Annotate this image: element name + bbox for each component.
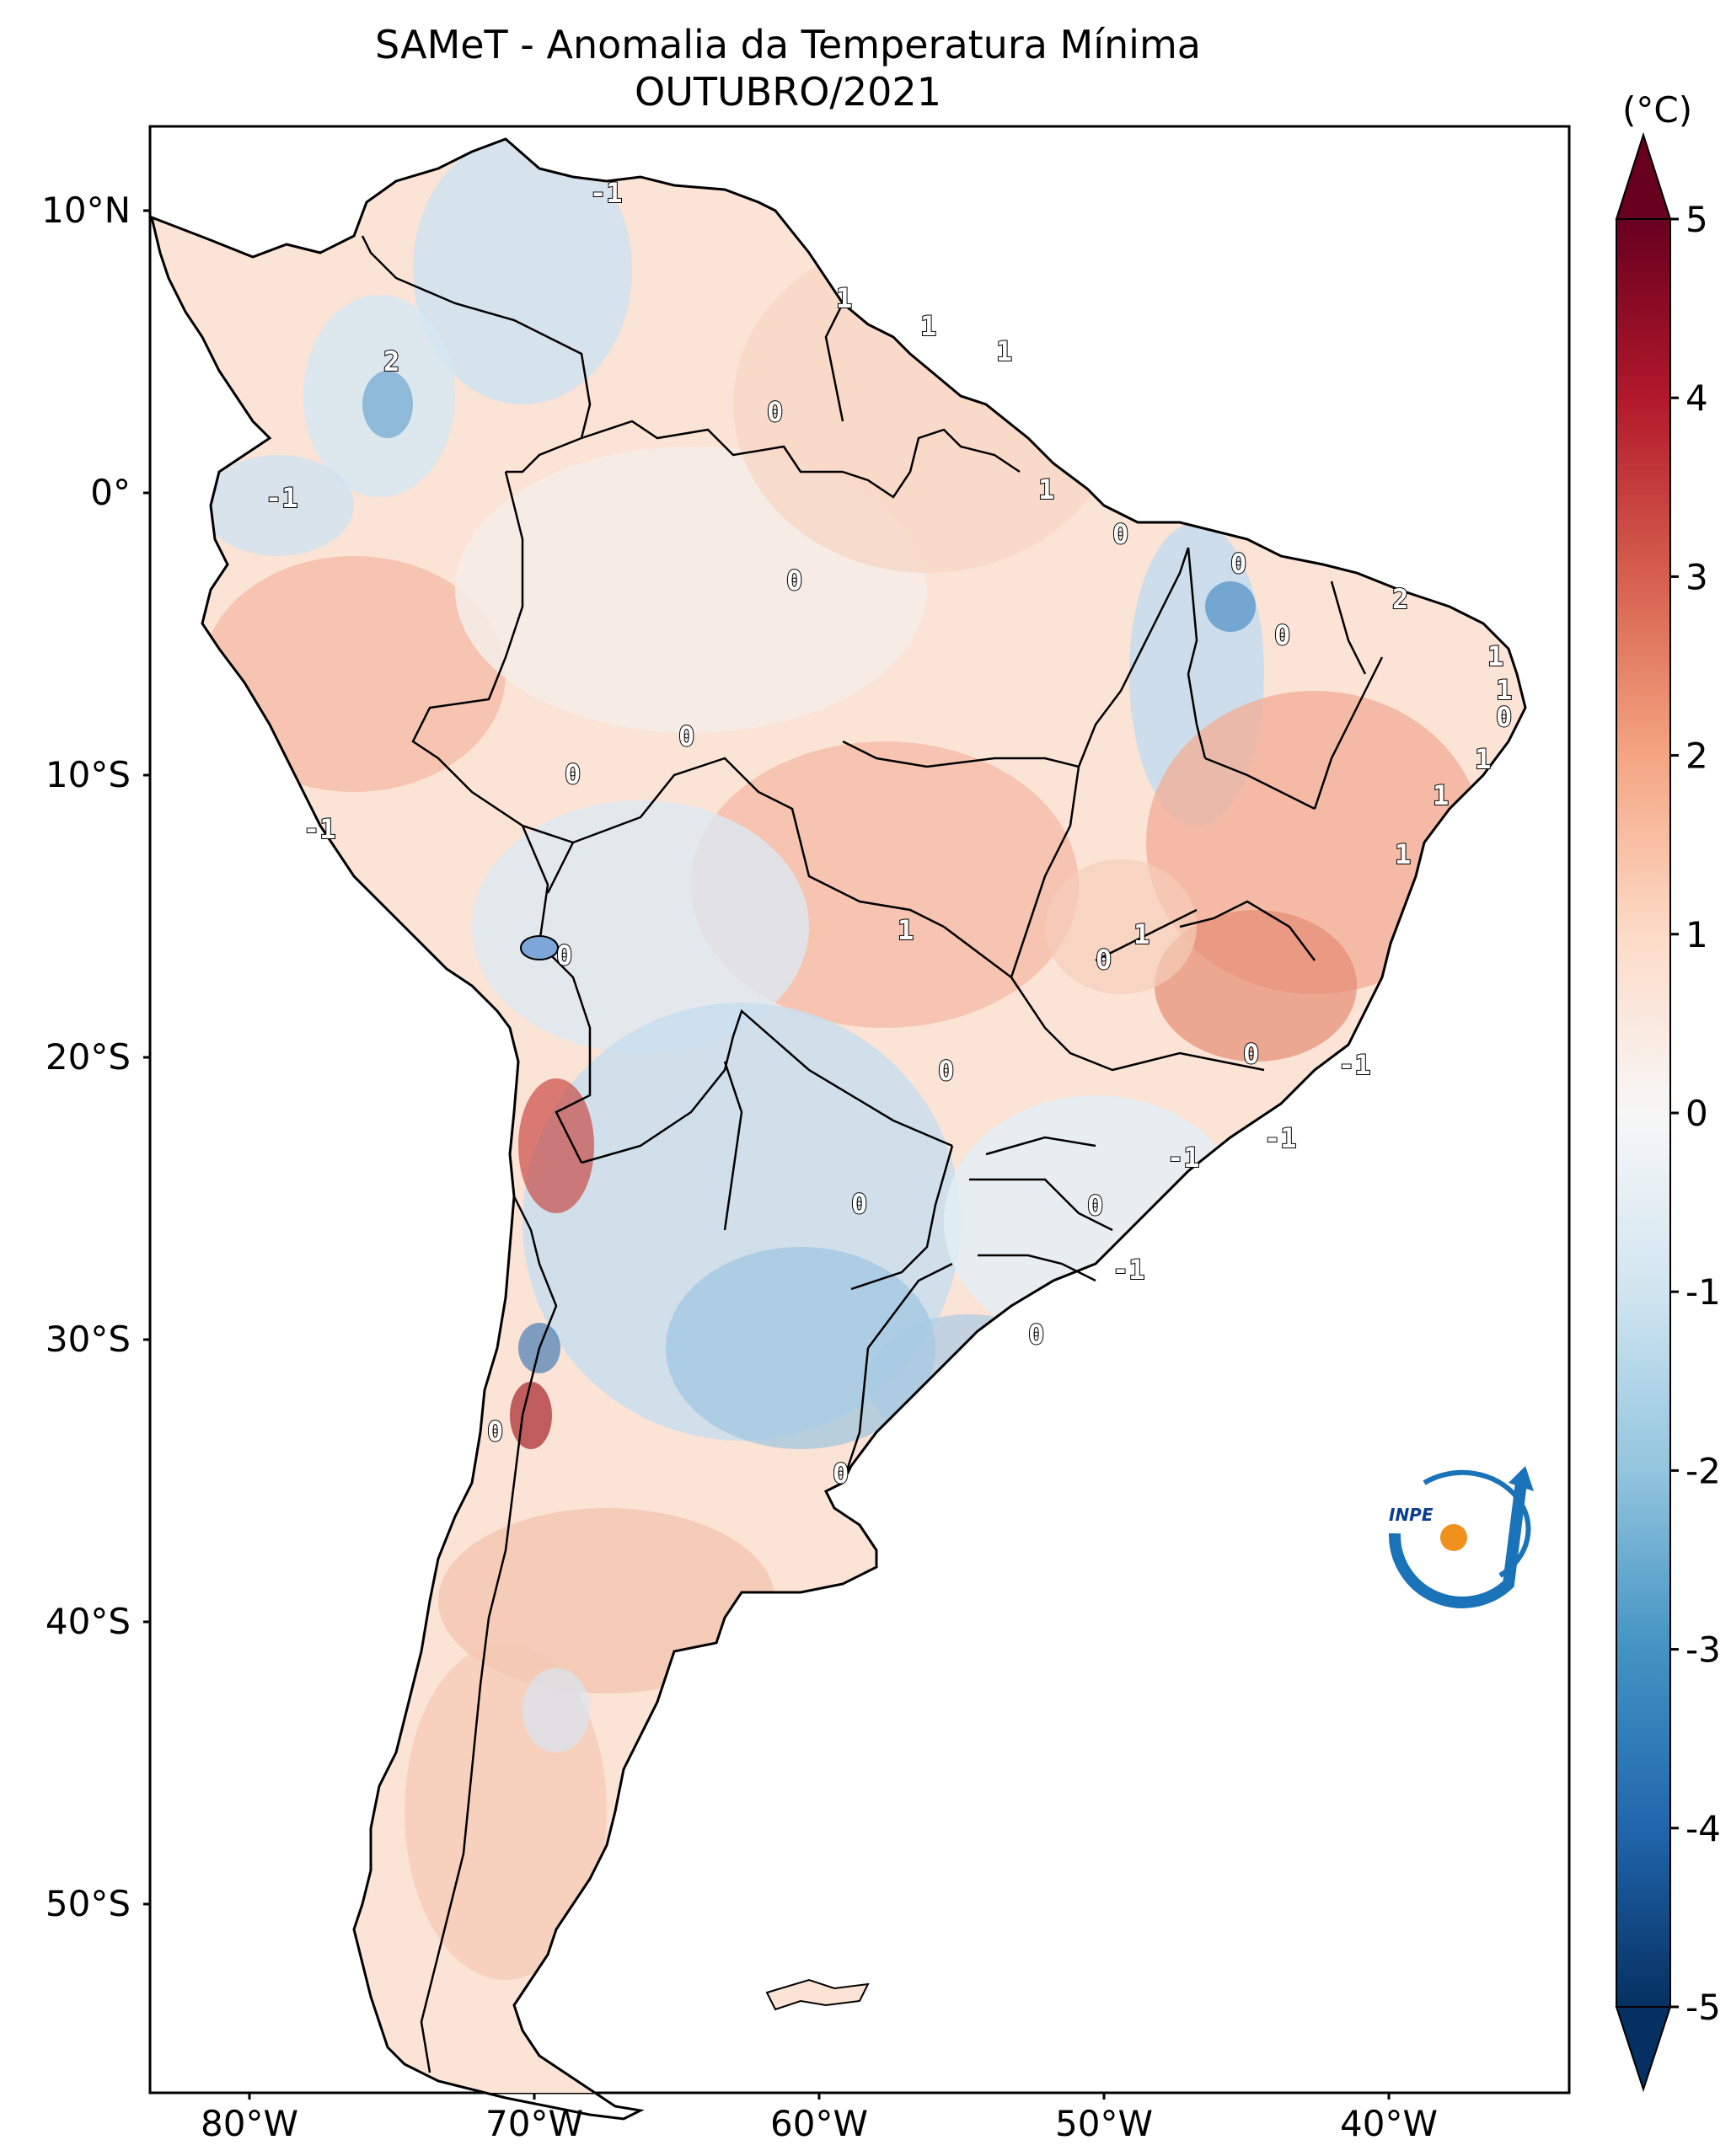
colorbar-tick-label: 3 (1685, 556, 1708, 597)
contour-label: 0 (767, 396, 783, 428)
contour-label: -1 (265, 482, 298, 514)
colorbar-scale (1616, 218, 1671, 2008)
x-tick-label: 70°W (485, 2103, 583, 2144)
x-axis: 80°W 70°W 60°W 50°W 40°W (201, 2093, 1438, 2144)
x-tick-label: 80°W (201, 2103, 298, 2144)
contour-label: -1 (303, 813, 336, 845)
logo-text: INPE (1389, 1505, 1434, 1525)
contour-label: 0 (678, 720, 694, 752)
contour-label: 2 (383, 345, 399, 377)
colorbar-tick-label: -3 (1685, 1629, 1721, 1671)
x-tick-label: 60°W (770, 2103, 868, 2144)
contour-label: 2 (1392, 583, 1408, 615)
contour-label: 0 (938, 1055, 954, 1087)
y-tick-label: 10°S (46, 754, 131, 795)
colorbar-max-arrow (1615, 131, 1672, 220)
map-subtitle: OUTUBRO/2021 (635, 69, 941, 115)
contour-label: 1 (996, 335, 1012, 367)
colorbar-tick-label: 5 (1685, 199, 1708, 240)
contour-label: -1 (1264, 1122, 1297, 1154)
colorbar-tick-label: 1 (1685, 914, 1708, 955)
y-axis: 10°N 0° 10°S 20°S 30°S 40°S 50°S (41, 190, 150, 1924)
colorbar-tick-label: 2 (1685, 736, 1708, 777)
contour-label: 0 (1112, 518, 1128, 550)
y-tick-label: 20°S (46, 1036, 131, 1078)
colorbar-tick-label: 4 (1685, 377, 1708, 419)
x-tick-label: 40°W (1340, 2103, 1438, 2144)
contour-label: 0 (1274, 619, 1290, 651)
y-tick-label: 50°S (46, 1883, 131, 1924)
colorbar-tick-label: -1 (1685, 1271, 1721, 1313)
contour-label: 0 (1087, 1190, 1103, 1222)
x-tick-label: 50°W (1055, 2103, 1153, 2144)
contour-label: 1 (920, 310, 936, 342)
contour-label: -1 (1112, 1254, 1145, 1286)
contour-label: 1 (1395, 838, 1411, 870)
contour-label: 0 (786, 564, 802, 597)
contour-label: 1 (1496, 674, 1512, 706)
contour-label: 0 (565, 758, 581, 790)
colorbar-tick-label: 0 (1685, 1093, 1708, 1134)
contour-label: 0 (1096, 944, 1112, 976)
contour-labels: -1 1 1 1 2 0 -1 1 0 0 0 2 0 1 1 0 1 1 0 … (265, 176, 1513, 1490)
contour-label: 0 (1028, 1319, 1044, 1351)
contour-label: 1 (836, 282, 852, 314)
lake-titicaca (520, 935, 559, 960)
falkland-islands (765, 1978, 870, 2011)
contour-label: 0 (833, 1458, 849, 1490)
contour-label: 0 (487, 1415, 503, 1447)
contour-label: 1 (1038, 473, 1054, 506)
contour-label: 1 (1133, 918, 1150, 950)
contour-label: -1 (590, 177, 623, 209)
contour-label: 1 (1487, 640, 1503, 672)
colorbar-tick-label: -2 (1685, 1450, 1721, 1491)
colorbar-unit: (°C) (1622, 89, 1692, 131)
y-tick-label: 10°N (41, 190, 131, 231)
contour-label: -1 (1167, 1142, 1200, 1174)
colorbar-tick-label: -4 (1685, 1808, 1721, 1849)
map-title: SAMeT - Anomalia da Temperatura Mínima (375, 22, 1201, 67)
y-tick-label: 30°S (46, 1319, 131, 1360)
contour-label: 1 (898, 914, 914, 946)
contour-label: 1 (1433, 779, 1449, 811)
contour-label: 0 (1230, 548, 1246, 580)
contour-label: 0 (1496, 701, 1512, 733)
contour-label: 0 (556, 939, 572, 971)
colorbar-min-arrow (1615, 2006, 1672, 2093)
y-tick-label: 40°S (46, 1601, 131, 1642)
colorbar: (°C) (1615, 89, 1692, 2093)
contour-label: -1 (1338, 1049, 1371, 1081)
political-borders (361, 235, 1384, 2073)
contour-label: 1 (1475, 743, 1491, 775)
colorbar-ticks: 5 4 3 2 1 0 -1 -2 -3 -4 -5 (1670, 199, 1721, 2028)
colorbar-tick-label: -5 (1685, 1987, 1721, 2028)
contour-label: 0 (851, 1188, 867, 1220)
y-tick-label: 0° (90, 472, 131, 513)
contour-label: 0 (1243, 1038, 1259, 1070)
inpe-logo: INPE (1388, 1466, 1534, 1608)
